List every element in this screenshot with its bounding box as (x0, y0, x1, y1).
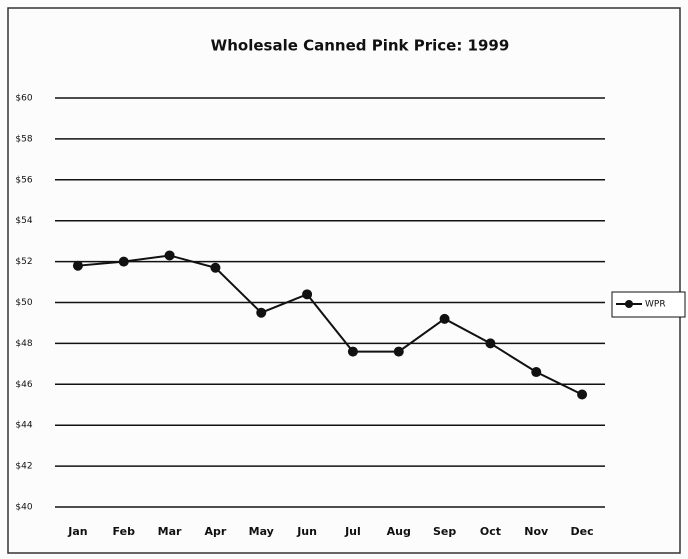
data-point (347, 346, 358, 357)
x-tick-label: Jul (344, 525, 361, 538)
y-tick-label: $40 (15, 503, 32, 513)
data-point (393, 346, 404, 357)
y-tick-label: $44 (15, 421, 32, 431)
y-tick-label: $46 (15, 380, 32, 390)
y-tick-label: $50 (15, 298, 32, 308)
y-tick-label: $60 (15, 94, 32, 104)
data-point (164, 250, 175, 261)
x-tick-label: Jan (67, 525, 87, 538)
y-tick-label: $54 (15, 216, 32, 226)
legend-label: WPR (645, 300, 666, 310)
chart-title: Wholesale Canned Pink Price: 1999 (211, 37, 510, 55)
y-tick-label: $52 (15, 257, 32, 267)
data-line (77, 254, 583, 396)
x-tick-label: Jun (296, 525, 317, 538)
x-tick-label: Feb (113, 525, 136, 538)
y-tick-label: $58 (15, 134, 32, 144)
x-tick-label: Aug (387, 525, 411, 538)
legend-marker (625, 300, 633, 308)
data-point (72, 260, 83, 271)
chart-border (7, 7, 681, 554)
x-tick-label: Apr (205, 525, 227, 538)
data-point (577, 389, 588, 400)
x-tick-label: Oct (480, 525, 501, 538)
x-tick-label: Dec (571, 525, 594, 538)
data-point (302, 289, 313, 300)
y-tick-label: $48 (15, 339, 32, 349)
data-point (118, 256, 129, 267)
x-tick-label: May (249, 525, 274, 538)
data-point (210, 262, 221, 273)
x-tick-label: Sep (433, 525, 456, 538)
y-tick-label: $56 (15, 175, 32, 185)
data-point (256, 307, 267, 318)
data-point (531, 367, 542, 378)
y-tick-label: $42 (15, 462, 32, 472)
data-point (485, 338, 496, 349)
data-point (439, 313, 450, 324)
x-tick-label: Nov (524, 525, 549, 538)
x-tick-label: Mar (158, 525, 182, 538)
